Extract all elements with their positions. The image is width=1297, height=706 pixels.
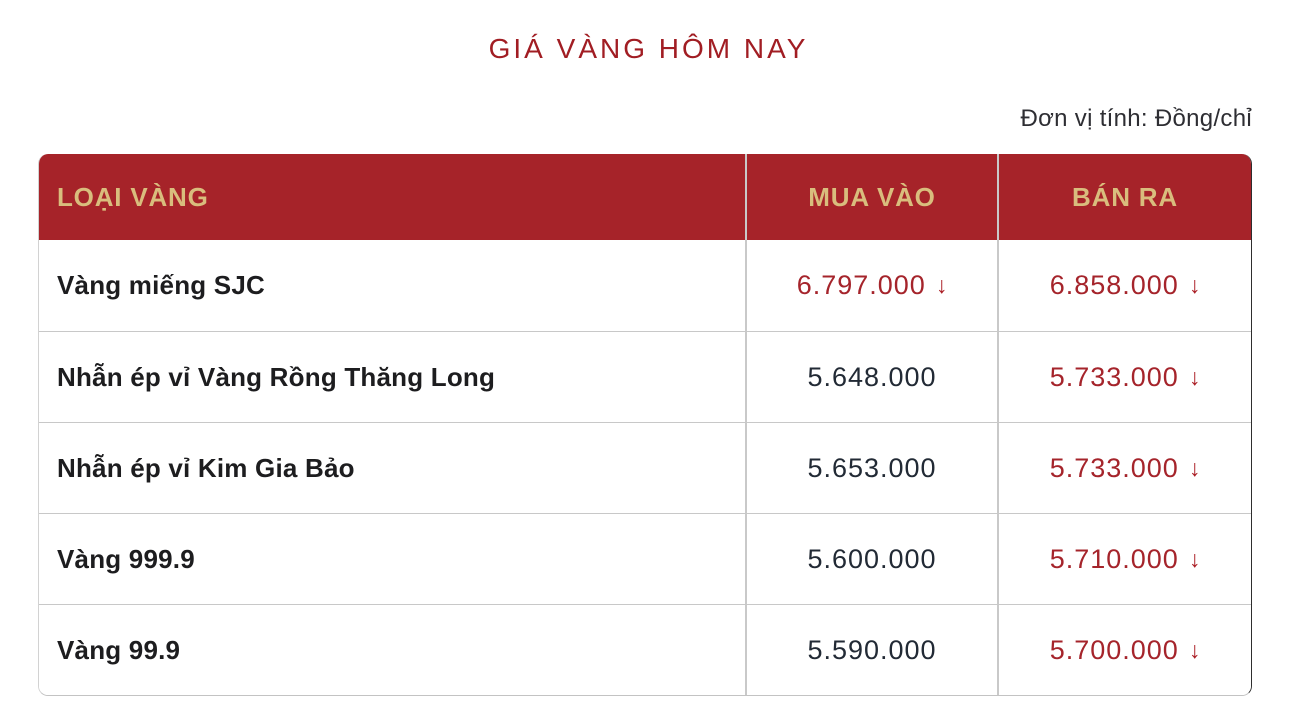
sell-price-value: 6.858.000 [1049, 270, 1179, 300]
gold-type-label: Vàng 99.9 [57, 634, 181, 665]
sell-price-cell: 5.733.000 ↓ [997, 423, 1251, 513]
down-arrow-icon: ↓ [1188, 363, 1201, 390]
unit-label: Đơn vị tính: Đồng/chỉ [1020, 105, 1252, 132]
down-arrow-icon: ↓ [1188, 272, 1201, 298]
down-arrow-icon: ↓ [1188, 636, 1201, 663]
down-arrow-icon: ↓ [1188, 545, 1201, 572]
gold-type-label: Nhẫn ép vỉ Kim Gia Bảo [57, 452, 355, 483]
sell-price-value: 5.710.000 [1049, 543, 1179, 574]
buy-price-value: 5.590.000 [807, 634, 937, 665]
table-body: Vàng miếng SJC 6.797.000 ↓ 6.858.000 ↓ N… [39, 240, 1251, 695]
gold-price-table: LOẠI VÀNG MUA VÀO BÁN RA Vàng miếng SJC … [38, 154, 1252, 696]
gold-type-label: Nhẫn ép vỉ Vàng Rồng Thăng Long [57, 361, 496, 392]
buy-price-value: 5.600.000 [807, 543, 937, 574]
down-arrow-icon: ↓ [1188, 454, 1201, 481]
sell-price-value: 5.733.000 [1049, 452, 1179, 483]
table-header-row: LOẠI VÀNG MUA VÀO BÁN RA [39, 154, 1251, 240]
buy-price-value: 5.653.000 [807, 452, 937, 483]
table-row: Vàng miếng SJC 6.797.000 ↓ 6.858.000 ↓ [39, 240, 1251, 331]
buy-price-cell: 6.797.000 ↓ [745, 240, 997, 331]
sell-price-value: 5.733.000 [1049, 361, 1179, 392]
column-header-buy: MUA VÀO [745, 154, 997, 240]
sell-price-cell: 5.710.000 ↓ [997, 514, 1251, 604]
buy-price-value: 6.797.000 [796, 270, 926, 300]
page-title: GIÁ VÀNG HÔM NAY [488, 33, 809, 64]
buy-price-cell: 5.648.000 ↓ [745, 332, 997, 422]
buy-price-cell: 5.600.000 ↓ [745, 514, 997, 604]
table-row: Nhẫn ép vỉ Kim Gia Bảo 5.653.000 ↓ 5.733… [39, 422, 1251, 513]
table-row: Vàng 99.9 5.590.000 ↓ 5.700.000 ↓ [39, 604, 1251, 695]
buy-price-cell: 5.653.000 ↓ [745, 423, 997, 513]
column-header-sell: BÁN RA [997, 154, 1251, 240]
down-arrow-icon: ↓ [935, 272, 948, 298]
table-row: Vàng 999.9 5.600.000 ↓ 5.710.000 ↓ [39, 513, 1251, 604]
buy-price-cell: 5.590.000 ↓ [745, 605, 997, 695]
sell-price-cell: 5.700.000 ↓ [997, 605, 1251, 695]
column-header-gold-type: LOẠI VÀNG [57, 181, 209, 212]
sell-price-value: 5.700.000 [1049, 634, 1179, 665]
sell-price-cell: 5.733.000 ↓ [997, 332, 1251, 422]
sell-price-cell: 6.858.000 ↓ [997, 240, 1251, 331]
gold-type-label: Vàng 999.9 [57, 543, 195, 574]
table-row: Nhẫn ép vỉ Vàng Rồng Thăng Long 5.648.00… [39, 331, 1251, 422]
buy-price-value: 5.648.000 [807, 361, 937, 392]
gold-type-label: Vàng miếng SJC [57, 270, 265, 300]
